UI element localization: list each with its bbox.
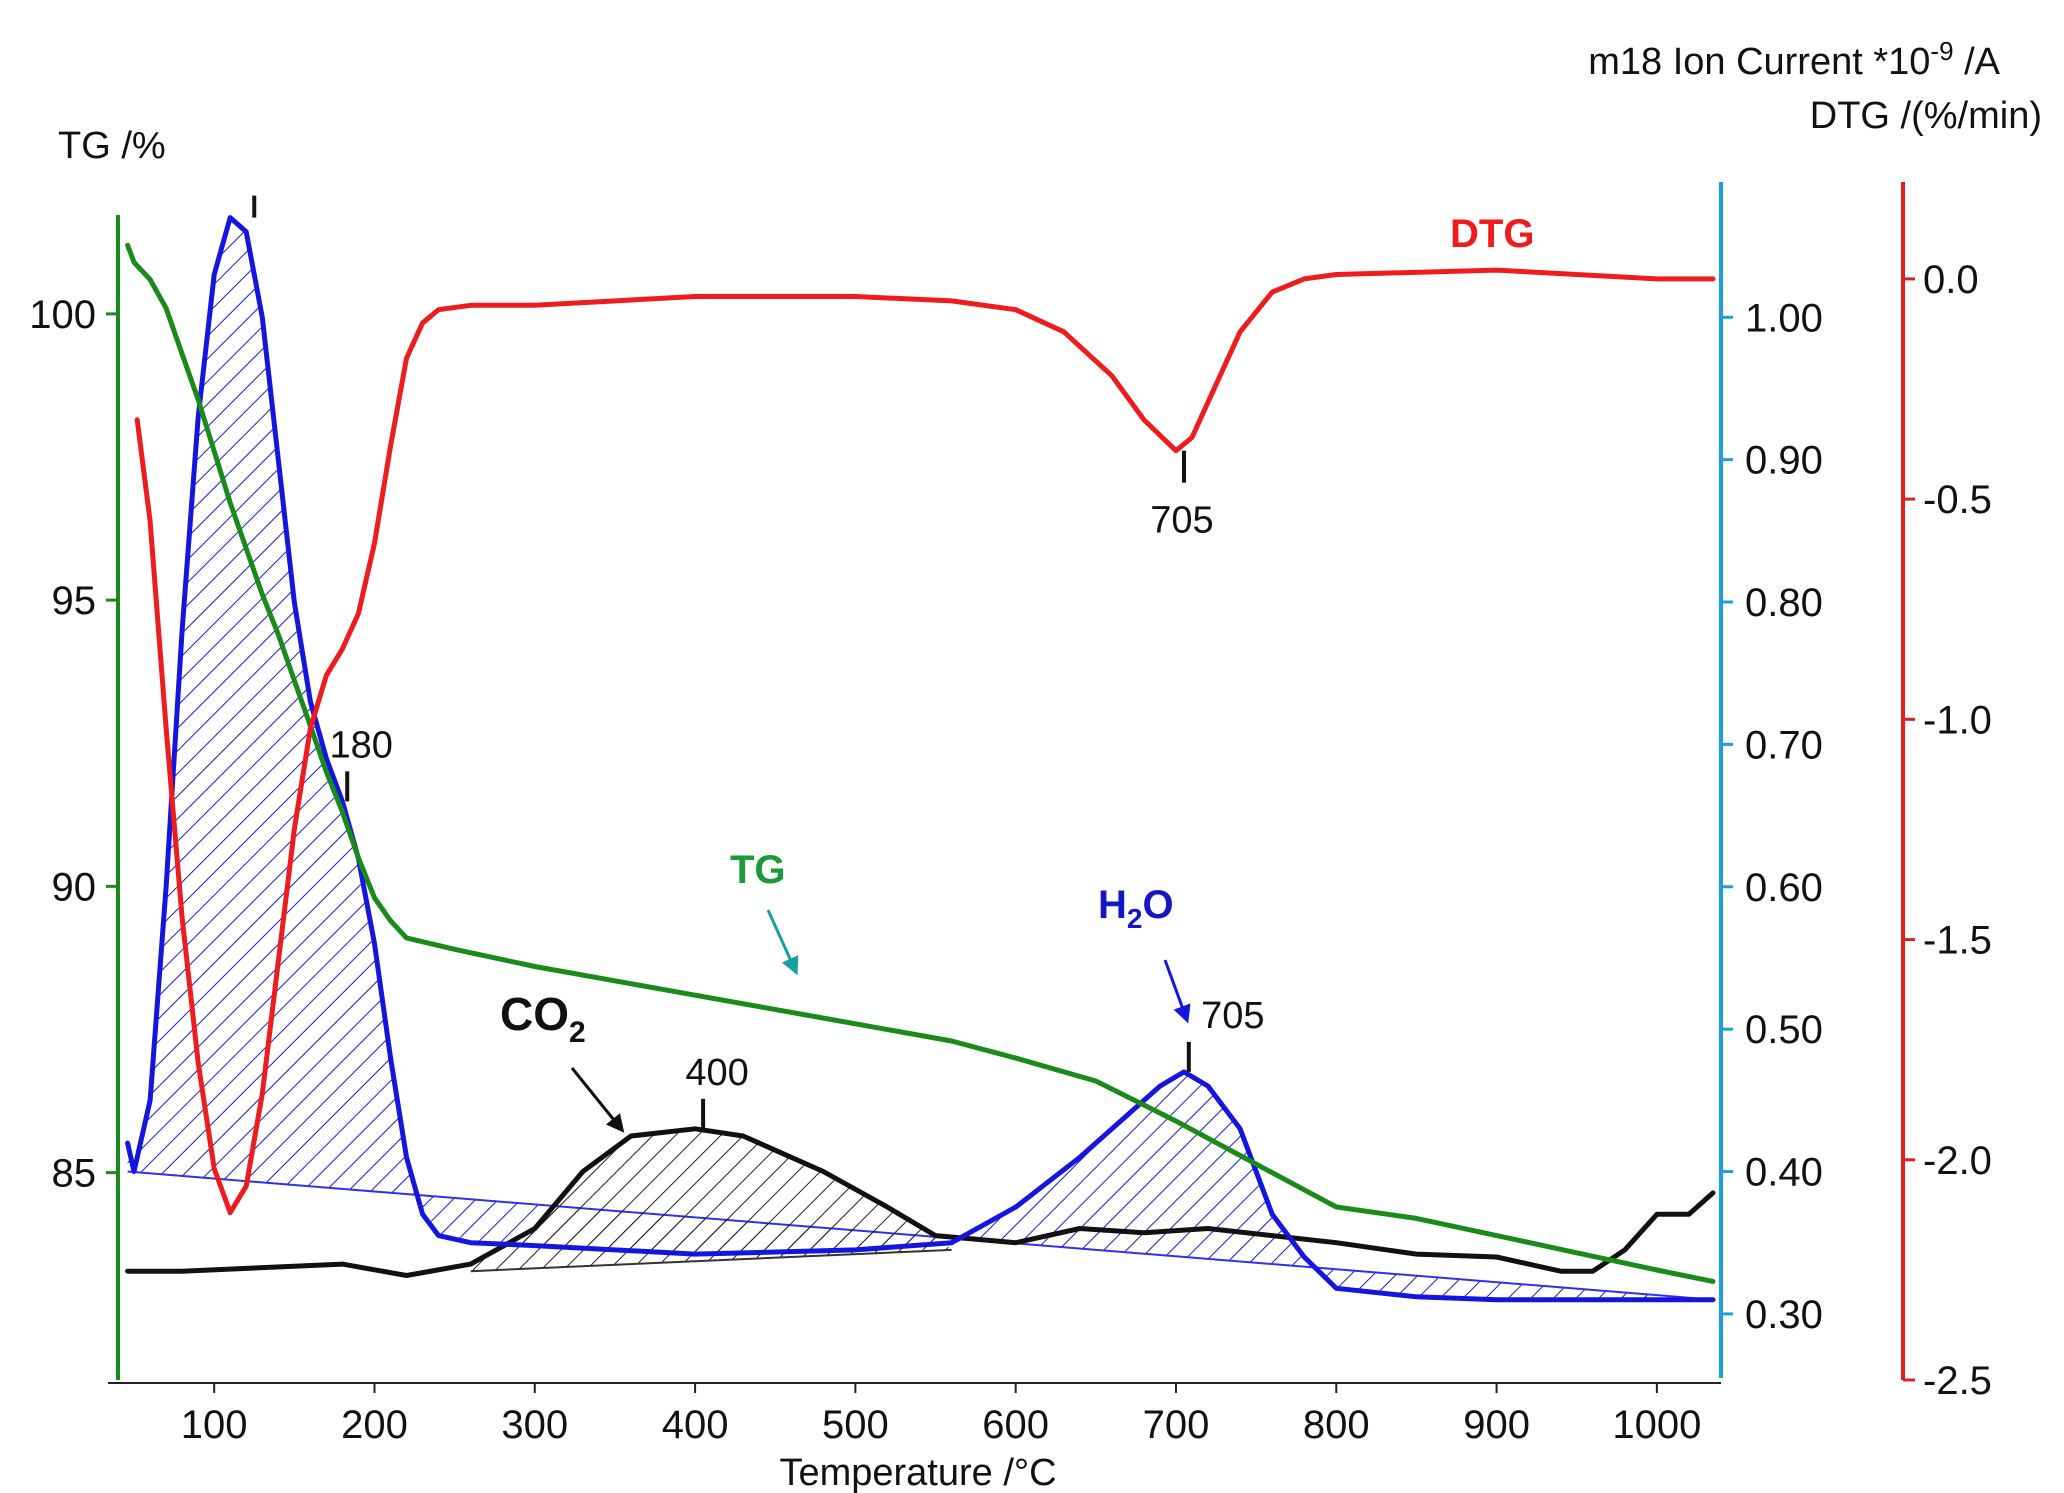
tg-tick-label: 85: [52, 1152, 97, 1196]
ion-tick-label: 0.50: [1745, 1008, 1823, 1052]
co2-label-arrow: [570, 1067, 625, 1133]
x-tick-label: 700: [1143, 1403, 1210, 1447]
ion-tick-label: 0.80: [1745, 581, 1823, 625]
dtg-tick-label: -2.5: [1923, 1359, 1992, 1403]
h2o-shoulder-label: 180: [330, 724, 393, 766]
x-tick-label: 900: [1463, 1403, 1530, 1447]
co2-curve: [125, 1126, 1716, 1278]
tg-ticks: 100 95 90 85: [29, 293, 118, 1196]
dtg-tick-label: -0.5: [1923, 478, 1992, 522]
x-tick-label: 800: [1303, 1403, 1370, 1447]
co2-peak-label: 400: [685, 1052, 748, 1094]
co2-hatched-area: [470, 1128, 952, 1272]
h2o-series-label: H2O: [1098, 883, 1174, 934]
x-tick-label: 300: [501, 1403, 568, 1447]
x-axis-title: Temperature /°C: [779, 1452, 1056, 1493]
dtg-tick-label: 0.0: [1923, 258, 1979, 302]
dtg-peak-label: 705: [1150, 500, 1213, 542]
ion-axis-title: m18 Ion Current *10-9 /A: [1588, 36, 2000, 83]
ion-tick-label: 1.00: [1745, 296, 1823, 340]
tg-axis-title: TG /%: [58, 125, 166, 167]
x-tick-label: 500: [822, 1403, 889, 1447]
dtg-tick-label: -1.0: [1923, 698, 1992, 742]
co2-series-label: CO2: [500, 988, 586, 1049]
ion-axis-title-unit: /A: [1954, 41, 2001, 83]
tg-tick-label: 90: [52, 865, 97, 909]
x-tick-label: 200: [341, 1403, 408, 1447]
tg-series-label: TG: [730, 848, 786, 892]
ion-tick-label: 0.30: [1745, 1293, 1823, 1337]
x-tick-label: 600: [982, 1403, 1049, 1447]
x-tick-label: 1000: [1612, 1403, 1701, 1447]
h2o-label-arrow: [1163, 959, 1191, 1024]
x-tick-label: 400: [662, 1403, 729, 1447]
tg-tick-label: 100: [29, 293, 96, 337]
hatched-areas: [127, 217, 1714, 1301]
tg-tick-label: 95: [52, 579, 97, 623]
dtg-axis-title: DTG /(%/min): [1810, 95, 2042, 137]
dtg-tick-label: -2.0: [1923, 1139, 1992, 1183]
ion-tick-label: 0.60: [1745, 866, 1823, 910]
tg-label-arrow: [766, 909, 799, 976]
co2-baseline: [470, 1248, 952, 1273]
ion-ticks: 1.00 0.90 0.80 0.70 0.60 0.50 0.40 0.30: [1721, 296, 1823, 1337]
ion-tick-label: 0.70: [1745, 723, 1823, 767]
dtg-tick-label: -1.5: [1923, 919, 1992, 963]
curves: [125, 215, 1716, 1303]
annotations: 705 180 705 400: [252, 195, 1265, 1129]
ion-axis-title-exp: -9: [1930, 36, 1953, 66]
x-ticks: 100 200 300 400 500 600 700 800 900 1000: [181, 1383, 1701, 1447]
h2o-curve: [125, 215, 1716, 1303]
ion-tick-label: 0.40: [1745, 1151, 1823, 1195]
dtg-ticks: 0.0 -0.5 -1.0 -1.5 -2.0 -2.5: [1903, 258, 1992, 1403]
dtg-curve: [134, 267, 1716, 1216]
dtg-series-label: DTG: [1450, 212, 1534, 256]
h2o-peak2-label: 705: [1201, 995, 1264, 1037]
ion-axis-title-main: m18 Ion Current *10: [1588, 41, 1930, 83]
x-tick-label: 100: [181, 1403, 248, 1447]
ion-tick-label: 0.90: [1745, 439, 1823, 483]
tg-curve: [125, 242, 1716, 1284]
